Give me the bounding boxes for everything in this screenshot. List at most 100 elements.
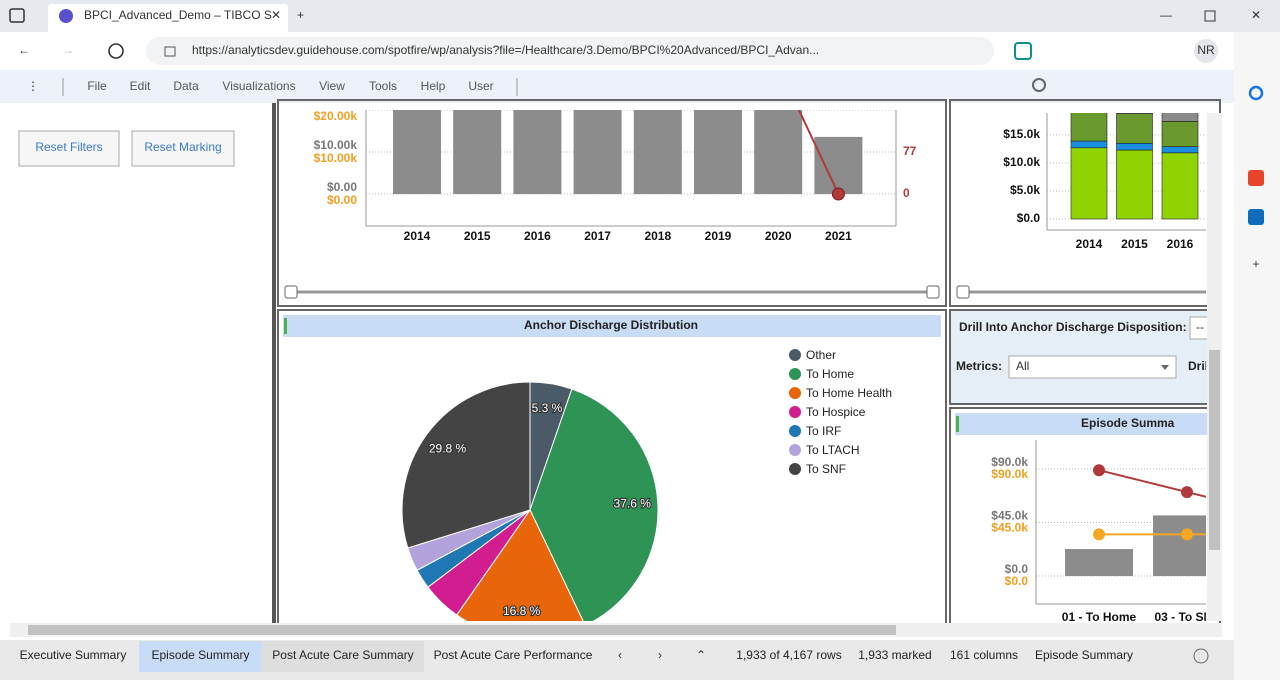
lock xyxy=(164,46,176,57)
x-tick-label: 2015 xyxy=(464,229,491,243)
back[interactable]: ← xyxy=(18,43,30,57)
x-tick-label: 2016 xyxy=(524,229,551,243)
sidebar-office[interactable] xyxy=(1248,170,1264,186)
new-tab[interactable]: + xyxy=(297,8,304,22)
extension[interactable] xyxy=(1014,42,1032,60)
y-tick-label: $0.00 xyxy=(327,180,357,194)
sidebar-add[interactable]: + xyxy=(1252,257,1259,271)
bar-segment xyxy=(1161,152,1199,220)
slider-handle[interactable] xyxy=(926,285,940,299)
y-tick-label: $5.0k xyxy=(1010,183,1040,197)
close-window[interactable]: ✕ xyxy=(1251,8,1261,22)
y-tick-label: $20.00k xyxy=(314,96,358,110)
status-text: 1,933 of 4,167 rows xyxy=(736,648,841,662)
legend-entry[interactable]: To Home xyxy=(806,367,854,381)
sheet-tab[interactable] xyxy=(424,641,602,672)
sidebar-search[interactable] xyxy=(1248,85,1264,101)
x-tick-label: 2015 xyxy=(1121,237,1148,251)
drill-value[interactable]: -- xyxy=(1196,320,1204,334)
metrics-dropdown[interactable] xyxy=(1008,355,1177,379)
menu-item[interactable]: Edit xyxy=(130,79,151,93)
legend-swatch[interactable] xyxy=(789,425,801,437)
menu-item[interactable]: Data xyxy=(173,79,199,93)
chart: Drill Into Anchor Discharge Disposition:… xyxy=(956,320,1206,373)
v-scroll-thumb[interactable] xyxy=(1209,350,1220,550)
y-tick-label: $20.00k xyxy=(314,109,358,123)
menu-item[interactable]: User xyxy=(468,79,493,93)
chart: $0.00 $10.00k $20.00k $0.00 $10.00k $20.00k 0 7… xyxy=(314,96,917,243)
y-tick-label: $0.0 xyxy=(1017,211,1041,225)
button[interactable] xyxy=(18,130,120,167)
legend-swatch[interactable] xyxy=(789,406,801,418)
y-tick-label: $90.0k xyxy=(991,467,1028,481)
sidebar-outlook[interactable] xyxy=(1248,209,1264,225)
data-label: 5.3 % xyxy=(532,401,563,415)
sheet-tab-label[interactable]: Post Acute Care Performance xyxy=(434,648,593,662)
legend-swatch[interactable] xyxy=(789,387,801,399)
legend-entry[interactable]: To SNF xyxy=(806,462,846,476)
reload[interactable] xyxy=(108,43,124,59)
maximize[interactable] xyxy=(1204,10,1216,22)
x-tick-label: 03 - To SNF xyxy=(1154,610,1219,624)
y-tick-label: $10.00k xyxy=(314,138,358,152)
button-label[interactable]: Reset Filters xyxy=(35,140,102,154)
y-tick-label: $10.0k xyxy=(1003,155,1040,169)
button-label[interactable]: Reset Marking xyxy=(144,140,221,154)
h-scroll-thumb[interactable] xyxy=(28,625,896,635)
sheet-tab[interactable] xyxy=(0,641,146,672)
url-field[interactable] xyxy=(146,37,994,65)
slider-handle[interactable] xyxy=(284,285,298,299)
title-marker xyxy=(956,416,959,432)
minimize[interactable]: — xyxy=(1160,8,1172,22)
caret xyxy=(1161,365,1169,370)
legend-entry[interactable]: Other xyxy=(806,348,836,362)
sheet-tab[interactable] xyxy=(262,641,424,672)
search[interactable] xyxy=(1032,78,1046,92)
tab-list[interactable]: ⌃ xyxy=(696,648,706,662)
status-text: 161 columns xyxy=(950,648,1018,662)
menu-item[interactable]: View xyxy=(319,79,345,93)
menu-item[interactable]: Visualizations xyxy=(222,79,295,93)
legend-swatch[interactable] xyxy=(789,349,801,361)
drill-label: Drill Into Anchor Discharge Disposition: xyxy=(959,320,1187,334)
sheet-tab-label[interactable]: Post Acute Care Summary xyxy=(272,648,413,662)
bar xyxy=(513,110,562,195)
bar-segment xyxy=(1116,149,1153,220)
x-tick-label: 2020 xyxy=(765,229,792,243)
menu-item[interactable]: Help xyxy=(421,79,446,93)
tab-next[interactable]: › xyxy=(658,648,662,662)
marker xyxy=(1093,464,1105,477)
x-tick-label: 2017 xyxy=(584,229,611,243)
menu-item[interactable]: File xyxy=(87,79,107,93)
sheet-tab-label[interactable]: Executive Summary xyxy=(20,648,127,662)
tab-actions[interactable] xyxy=(9,8,25,23)
forward[interactable]: → xyxy=(62,43,74,57)
toolbar-menu[interactable]: ⋮ xyxy=(27,79,39,93)
legend-entry[interactable]: To LTACH xyxy=(806,443,860,457)
sheet-tab-label[interactable]: Episode Summary xyxy=(151,648,249,662)
legend-swatch[interactable] xyxy=(789,368,801,380)
slider-handle[interactable] xyxy=(956,285,970,299)
tab-prev[interactable]: ‹ xyxy=(618,648,622,662)
status-text: Episode Summary xyxy=(1035,648,1133,662)
globe[interactable] xyxy=(1193,648,1209,664)
legend-entry[interactable]: To Hospice xyxy=(806,405,866,419)
bar xyxy=(573,110,622,195)
status-text: 1,933 marked xyxy=(858,648,931,662)
sheet-tab[interactable] xyxy=(139,641,262,672)
legend-entry[interactable]: To IRF xyxy=(806,424,841,438)
x-tick-label: 01 - To Home xyxy=(1062,610,1137,624)
button[interactable] xyxy=(131,130,235,167)
active-tab[interactable] xyxy=(48,4,288,32)
legend-swatch[interactable] xyxy=(789,444,801,456)
title-bar xyxy=(955,413,1215,435)
profile[interactable] xyxy=(1194,39,1218,63)
bar xyxy=(1153,515,1206,577)
x-tick-label: 2014 xyxy=(1076,237,1103,251)
legend-entry[interactable]: To Home Health xyxy=(806,386,892,400)
legend-swatch[interactable] xyxy=(789,463,801,475)
tab-close[interactable]: ✕ xyxy=(271,8,281,22)
metrics-value[interactable]: All xyxy=(1016,359,1029,373)
menu-item[interactable]: Tools xyxy=(369,79,397,93)
